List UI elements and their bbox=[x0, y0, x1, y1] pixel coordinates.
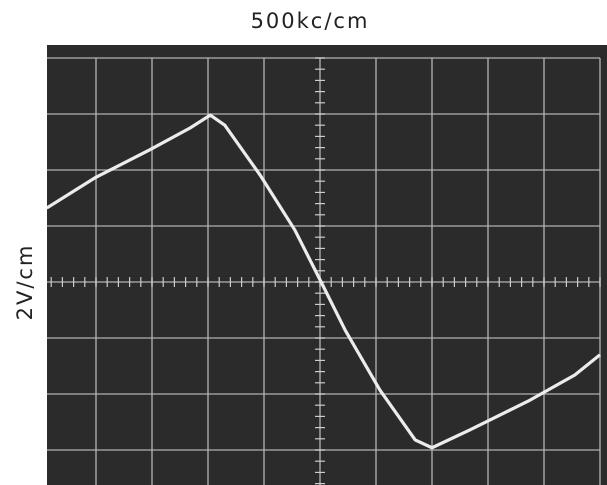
y-axis-label: 2V/cm bbox=[13, 244, 37, 321]
page: {"chart_data": {"type": "line", "xlabel"… bbox=[0, 0, 607, 485]
chart: 500kc/cm 2V/cm bbox=[0, 0, 607, 485]
screen bbox=[47, 45, 607, 485]
x-axis-label: 500kc/cm bbox=[251, 9, 370, 33]
